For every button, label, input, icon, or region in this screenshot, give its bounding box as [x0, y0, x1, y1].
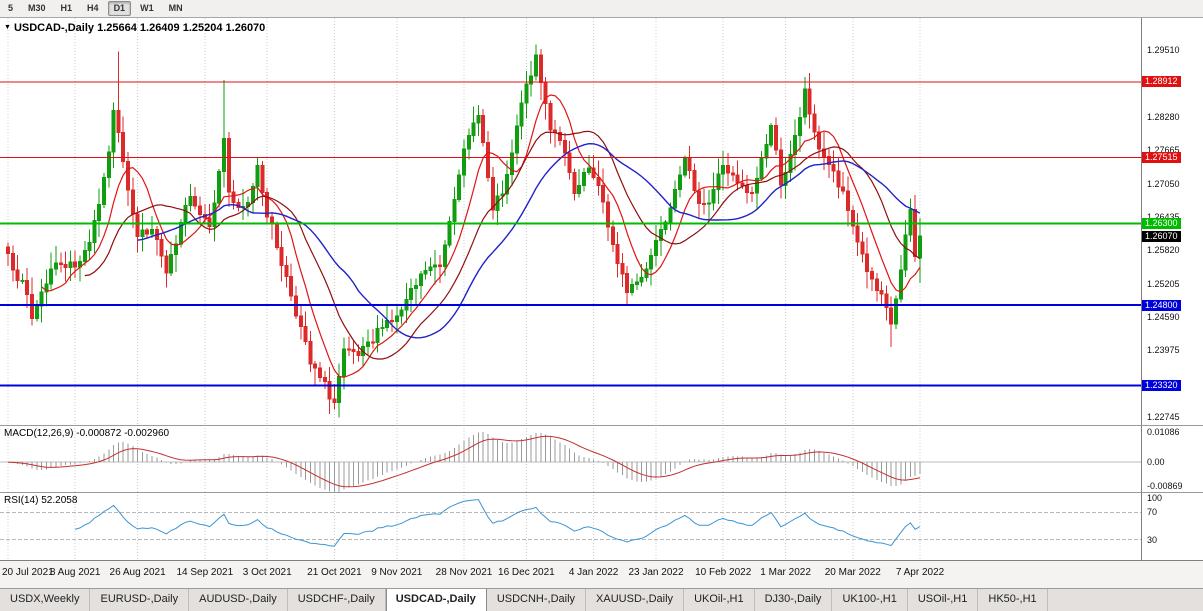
symbol-period-label: USDCAD-,Daily	[13, 22, 95, 34]
chevron-down-icon[interactable]: ▼	[4, 24, 11, 31]
rsi-name: RSI(14)	[4, 495, 39, 506]
chart-tab-dj30-daily[interactable]: DJ30-,Daily	[755, 589, 833, 611]
rsi-value: 52.2058	[41, 495, 78, 506]
timeframe-d1-button[interactable]: D1	[107, 1, 132, 16]
date-tick: 14 Sep 2021	[176, 567, 234, 578]
level-price-badge-1.28912: 1.28912	[1142, 76, 1181, 88]
current-price-badge: 1.26070	[1142, 230, 1181, 242]
price-tick-1.27050: 1.27050	[1147, 178, 1180, 189]
date-tick: 4 Jan 2022	[568, 567, 619, 578]
rsi-label: RSI(14) 52.2058	[4, 495, 77, 506]
macd-values: -0.000872 -0.002960	[76, 428, 170, 439]
timeframe-mn-button[interactable]: MN	[168, 3, 183, 13]
macd-axis-min: -0.00869	[1147, 481, 1183, 491]
bull-candles	[20, 44, 922, 418]
pane-separator[interactable]	[0, 492, 1203, 493]
date-tick: 20 Mar 2022	[824, 567, 881, 578]
chart-tab-usdx-weekly[interactable]: USDX,Weekly	[0, 589, 91, 611]
price-tick-1.29510: 1.29510	[1147, 45, 1180, 55]
macd-axis-max: 0.01086	[1147, 427, 1180, 437]
level-price-badge-1.24800: 1.24800	[1142, 299, 1181, 311]
date-tick: 1 Mar 2022	[760, 567, 811, 578]
time-axis[interactable]: 20 Jul 2021 8 Aug 2021 26 Aug 2021 14 Sep 2…	[0, 560, 1203, 588]
timeframe-w1-button[interactable]: W1	[140, 3, 154, 13]
main-price-chart[interactable]	[0, 18, 1141, 425]
date-tick: 23 Jan 2022	[628, 567, 684, 578]
price-tick-1.22745: 1.22745	[1147, 412, 1180, 423]
chart-tab-eurusd-daily[interactable]: EURUSD-,Daily	[90, 589, 190, 611]
chart-tab-usdchf-daily[interactable]: USDCHF-,Daily	[288, 589, 386, 611]
ma-28-line	[137, 142, 921, 339]
date-tick: 21 Oct 2021	[307, 567, 362, 578]
price-tick-1.28280: 1.28280	[1147, 111, 1180, 122]
price-axis[interactable]: 1.295101.288951.282801.276651.270501.264…	[1141, 18, 1203, 560]
price-tick-1.24590: 1.24590	[1147, 312, 1180, 322]
macd-indicator-pane[interactable]	[0, 425, 1141, 492]
chart-tab-uk100-h1[interactable]: UK100-,H1	[832, 589, 908, 611]
timeframe-h4-button[interactable]: H4	[87, 3, 99, 13]
date-tick: 20 Jul 2021	[2, 567, 54, 578]
chart-tab-xauusd-daily[interactable]: XAUUSD-,Daily	[586, 589, 685, 611]
rsi-line	[75, 499, 921, 547]
level-price-badge-1.27515: 1.27515	[1142, 152, 1181, 164]
macd-signal-line	[7, 435, 921, 488]
timeframe-m30-button[interactable]: M30	[28, 3, 46, 13]
level-price-badge-1.26300: 1.26300	[1142, 218, 1181, 230]
date-tick: 26 Aug 2021	[109, 567, 166, 578]
price-tick-1.23975: 1.23975	[1147, 345, 1180, 356]
ma-8-line	[41, 94, 921, 378]
date-tick: 8 Aug 2021	[49, 567, 101, 578]
rsi-axis-30: 30	[1147, 534, 1158, 545]
rsi-indicator-pane[interactable]	[0, 492, 1141, 560]
date-tick: 16 Dec 2021	[498, 567, 555, 578]
macd-label: MACD(12,26,9) -0.000872 -0.002960	[4, 428, 169, 439]
timeframe-toolbar: 5 M30 H1 H4 D1 W1 MN	[0, 0, 1203, 18]
chart-tab-usdcnh-daily[interactable]: USDCNH-,Daily	[487, 589, 587, 611]
price-tick-1.27665: 1.27665	[1147, 145, 1180, 156]
chart-tab-usoil-h1[interactable]: USOil-,H1	[908, 589, 979, 611]
date-tick: 7 Apr 2022	[895, 567, 945, 578]
price-tick-1.25820: 1.25820	[1147, 245, 1180, 256]
date-tick: 28 Nov 2021	[435, 567, 493, 578]
ma-17-line	[84, 130, 921, 360]
timeframe-h1-button[interactable]: H1	[60, 3, 73, 13]
rsi-axis-100: 100	[1147, 493, 1163, 503]
chart-tab-hk50-h1[interactable]: HK50-,H1	[978, 589, 1048, 611]
date-tick: 3 Oct 2021	[242, 567, 292, 578]
date-tick: 9 Nov 2021	[371, 567, 423, 578]
price-tick-1.25205: 1.25205	[1147, 278, 1180, 289]
chart-tabs: USDX,Weekly EURUSD-,Daily AUDUSD-,Daily USD…	[0, 588, 1203, 611]
rsi-axis-70: 70	[1147, 507, 1158, 518]
macd-name: MACD(12,26,9)	[4, 428, 74, 439]
macd-axis-zero: 0.00	[1147, 457, 1165, 468]
date-tick: 10 Feb 2022	[695, 567, 752, 578]
level-price-badge-1.23320: 1.23320	[1142, 379, 1181, 391]
chart-tab-audusd-daily[interactable]: AUDUSD-,Daily	[189, 589, 288, 611]
chart-title: ▼ USDCAD-,Daily 1.25664 1.26409 1.25204 1…	[4, 22, 265, 34]
price-tick-1.26435: 1.26435	[1147, 211, 1180, 222]
macd-histogram	[12, 432, 921, 492]
chart-tab-usdcad-daily[interactable]: USDCAD-,Daily	[385, 589, 487, 611]
timeframe-m5-button[interactable]: 5	[8, 3, 14, 13]
ohlc-values: 1.25664 1.26409 1.25204 1.26070	[97, 22, 266, 34]
pane-separator[interactable]	[0, 425, 1203, 426]
chart-tab-ukoil-h1[interactable]: UKOil-,H1	[684, 589, 755, 611]
